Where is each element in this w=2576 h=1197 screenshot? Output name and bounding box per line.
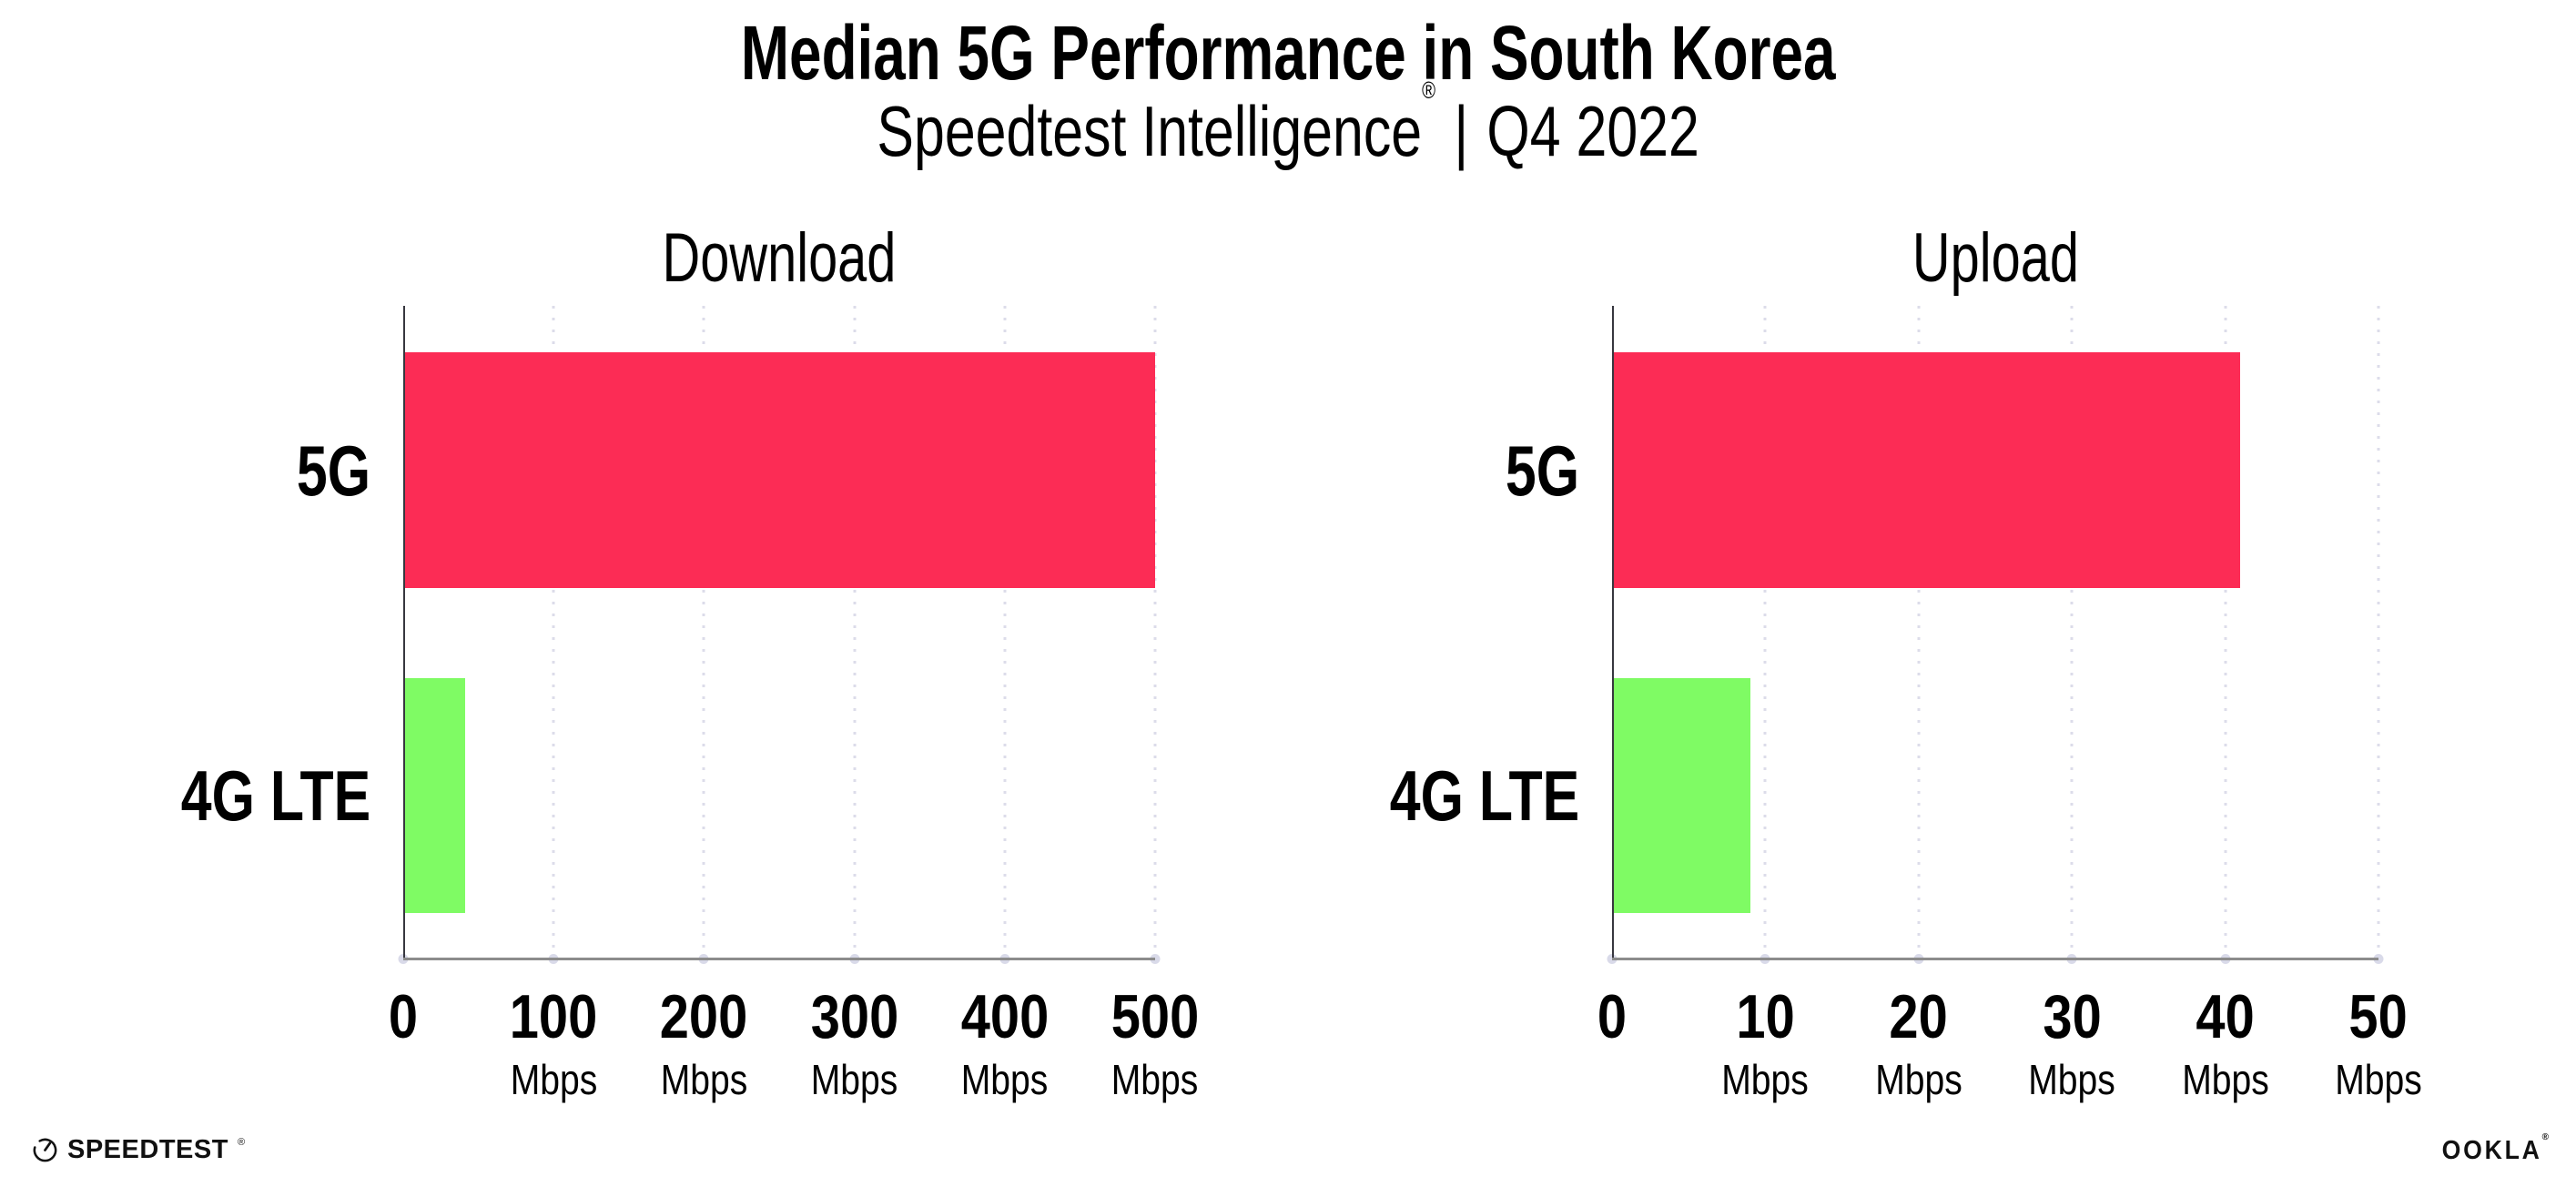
- download-chart-title: Download: [662, 219, 897, 297]
- x-tick-0: 0: [1597, 982, 1628, 1051]
- x-tick-400: 400 Mbps: [960, 982, 1050, 1103]
- upload-chart-plot: 5G 4G LTE 0 10 Mbps 20 Mbps 30 Mbps 40 M…: [1390, 306, 2422, 1101]
- x-tick-100: 100 Mbps: [509, 982, 598, 1103]
- download-y-axis-line: [403, 306, 405, 959]
- x-tick-50: 50 Mbps: [2335, 982, 2422, 1103]
- axis-tick-dot: [2373, 954, 2384, 964]
- x-tick-40: 40 Mbps: [2181, 982, 2269, 1103]
- axis-tick-dot: [1150, 954, 1161, 964]
- upload-chart-title: Upload: [1912, 219, 2079, 297]
- speedtest-wordmark: SPEEDTEST: [67, 1135, 228, 1164]
- gridline-400: [1003, 306, 1007, 959]
- gridline-100: [552, 306, 555, 959]
- gridline-40: [2224, 306, 2227, 959]
- x-tick-200: 200 Mbps: [660, 982, 748, 1103]
- gridline-300: [853, 306, 857, 959]
- subtitle-period: Q4 2022: [1486, 91, 1699, 171]
- x-tick-500: 500 Mbps: [1111, 982, 1200, 1103]
- ookla-logo: OOKLA®: [2433, 1133, 2549, 1165]
- gridline-10: [1763, 306, 1767, 959]
- category-label-4g-lte: 4G LTE: [1389, 755, 1579, 836]
- gridline-20: [1917, 306, 1921, 959]
- speedtest-gauge-icon: [31, 1136, 59, 1164]
- x-tick-10: 10 Mbps: [1721, 982, 1810, 1103]
- download-chart-plot: 5G 4G LTE 0 100 Mbps 200 Mbps 300 Mbps 4…: [181, 306, 1199, 1101]
- bar-5g-download: [403, 351, 1155, 588]
- registered-trademark-icon: ®: [1421, 76, 1435, 104]
- x-tick-20: 20 Mbps: [1874, 982, 1962, 1103]
- registered-trademark-icon: ®: [2541, 1132, 2549, 1143]
- category-label-5g: 5G: [1505, 430, 1579, 511]
- page-title-text: Median 5G Performance in South Korea: [740, 10, 1836, 96]
- ookla-wordmark: OOKLA: [2441, 1136, 2542, 1165]
- category-label-4g-lte: 4G LTE: [180, 755, 370, 836]
- subtitle-brand: Speedtest Intelligence: [877, 91, 1422, 171]
- category-label-5g: 5G: [296, 430, 370, 511]
- x-tick-300: 300 Mbps: [810, 982, 898, 1103]
- x-tick-30: 30 Mbps: [2028, 982, 2115, 1103]
- registered-trademark-icon: ®: [237, 1136, 246, 1148]
- x-tick-0: 0: [388, 982, 419, 1051]
- upload-y-axis-line: [1612, 306, 1614, 959]
- bar-5g-upload: [1612, 351, 2241, 588]
- page-title: Median 5G Performance in South Korea: [0, 10, 2576, 96]
- gridline-500: [1153, 306, 1157, 959]
- gridline-50: [2377, 306, 2380, 959]
- speedtest-logo: SPEEDTEST ®: [31, 1135, 246, 1164]
- gridline-200: [702, 306, 705, 959]
- gridline-30: [2070, 306, 2074, 959]
- upload-x-axis-line: [1612, 958, 2378, 960]
- bar-4g-lte-upload: [1612, 677, 1750, 913]
- subtitle-separator: |: [1454, 91, 1469, 171]
- page-subtitle: Speedtest Intelligence® | Q4 2022: [0, 77, 2576, 171]
- download-x-axis-line: [403, 958, 1155, 960]
- bar-4g-lte-download: [403, 677, 465, 913]
